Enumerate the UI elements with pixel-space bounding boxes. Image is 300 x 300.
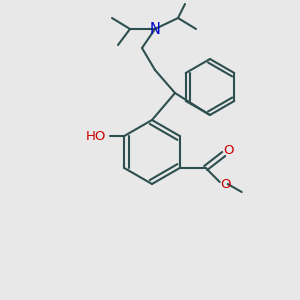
Text: HO: HO [86,130,106,142]
Text: O: O [220,178,231,190]
Text: N: N [150,22,160,37]
Text: O: O [224,145,234,158]
